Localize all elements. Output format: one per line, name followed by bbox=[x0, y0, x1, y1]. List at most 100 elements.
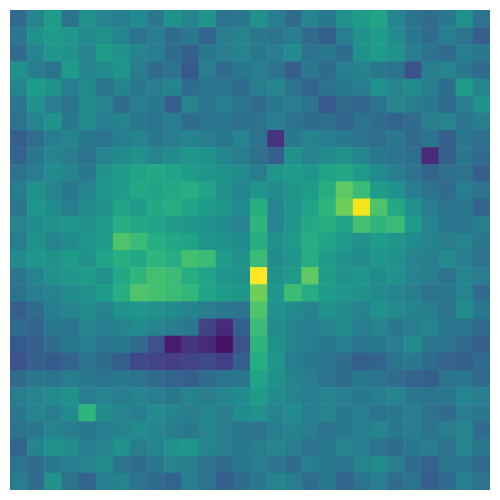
heatmap-cell bbox=[387, 199, 405, 217]
heatmap-cell bbox=[473, 439, 490, 457]
heatmap-cell bbox=[404, 439, 422, 457]
heatmap-cell bbox=[164, 421, 182, 439]
heatmap-cell bbox=[199, 370, 217, 388]
heatmap-cell bbox=[387, 387, 405, 405]
heatmap-cell bbox=[10, 216, 28, 234]
heatmap-cell bbox=[370, 473, 388, 490]
heatmap-cell bbox=[404, 61, 422, 79]
heatmap-cell bbox=[387, 10, 405, 28]
heatmap-cell bbox=[199, 27, 217, 45]
heatmap-cell bbox=[10, 164, 28, 182]
heatmap-cell bbox=[79, 319, 97, 337]
heatmap-cell bbox=[113, 267, 131, 285]
heatmap-cell bbox=[284, 79, 302, 97]
heatmap-cell bbox=[267, 113, 285, 131]
heatmap-cell bbox=[267, 301, 285, 319]
heatmap-cell bbox=[267, 473, 285, 490]
heatmap-cell bbox=[164, 456, 182, 474]
heatmap-cell bbox=[250, 284, 268, 302]
heatmap-cell bbox=[216, 113, 234, 131]
heatmap-cell bbox=[404, 421, 422, 439]
heatmap-cell bbox=[284, 404, 302, 422]
heatmap-cell bbox=[421, 113, 439, 131]
heatmap-cell bbox=[319, 284, 337, 302]
heatmap-cell bbox=[456, 147, 474, 165]
heatmap-cell bbox=[79, 79, 97, 97]
heatmap-cell bbox=[96, 164, 114, 182]
plot-area bbox=[10, 10, 491, 491]
heatmap-cell bbox=[439, 439, 457, 457]
heatmap-cell bbox=[387, 404, 405, 422]
heatmap-cell bbox=[164, 79, 182, 97]
heatmap-cell bbox=[27, 387, 45, 405]
heatmap-cell bbox=[216, 456, 234, 474]
heatmap-cell bbox=[353, 147, 371, 165]
heatmap-cell bbox=[113, 319, 131, 337]
heatmap-cell bbox=[301, 439, 319, 457]
heatmap-cell bbox=[199, 61, 217, 79]
heatmap-cell bbox=[387, 164, 405, 182]
heatmap-cell bbox=[164, 113, 182, 131]
heatmap-cell bbox=[370, 370, 388, 388]
heatmap-cell bbox=[44, 456, 62, 474]
heatmap-cell bbox=[216, 216, 234, 234]
heatmap-cell bbox=[113, 301, 131, 319]
heatmap-cell bbox=[439, 421, 457, 439]
heatmap-cell bbox=[267, 439, 285, 457]
heatmap-cell bbox=[284, 267, 302, 285]
heatmap-cell bbox=[421, 267, 439, 285]
heatmap-cell bbox=[301, 370, 319, 388]
heatmap-cell bbox=[284, 164, 302, 182]
heatmap-cell bbox=[353, 61, 371, 79]
heatmap-cell bbox=[130, 130, 148, 148]
heatmap-cell bbox=[96, 130, 114, 148]
heatmap-cell bbox=[113, 10, 131, 28]
heatmap-cell bbox=[250, 233, 268, 251]
heatmap-cell bbox=[387, 319, 405, 337]
heatmap-cell bbox=[61, 113, 79, 131]
heatmap-cell bbox=[387, 421, 405, 439]
heatmap-cell bbox=[301, 421, 319, 439]
heatmap-cell bbox=[439, 216, 457, 234]
heatmap-cell bbox=[301, 473, 319, 490]
heatmap-cell bbox=[284, 473, 302, 490]
heatmap-cell bbox=[421, 284, 439, 302]
heatmap-cell bbox=[473, 353, 490, 371]
heatmap-cell bbox=[216, 181, 234, 199]
heatmap-cell bbox=[130, 250, 148, 268]
heatmap-cell bbox=[387, 353, 405, 371]
heatmap-cell bbox=[10, 61, 28, 79]
heatmap-cell bbox=[233, 473, 251, 490]
heatmap-cell bbox=[44, 216, 62, 234]
heatmap-cell bbox=[456, 216, 474, 234]
heatmap-cell bbox=[284, 147, 302, 165]
heatmap-cell bbox=[336, 284, 354, 302]
heatmap-cell bbox=[319, 96, 337, 114]
heatmap-cell bbox=[473, 44, 490, 62]
heatmap-cell bbox=[113, 473, 131, 490]
heatmap-cell bbox=[10, 456, 28, 474]
heatmap-cell bbox=[353, 319, 371, 337]
heatmap-cell bbox=[147, 387, 165, 405]
heatmap-cell bbox=[353, 473, 371, 490]
heatmap-cell bbox=[27, 130, 45, 148]
heatmap-cell bbox=[439, 164, 457, 182]
heatmap-cell bbox=[233, 353, 251, 371]
heatmap-cell bbox=[199, 130, 217, 148]
heatmap-cell bbox=[130, 10, 148, 28]
heatmap-cell bbox=[473, 233, 490, 251]
heatmap-cell bbox=[130, 233, 148, 251]
heatmap-cell bbox=[421, 79, 439, 97]
heatmap-cell bbox=[301, 96, 319, 114]
heatmap-cell bbox=[130, 267, 148, 285]
heatmap-cell bbox=[181, 10, 199, 28]
heatmap-cell bbox=[421, 27, 439, 45]
heatmap-cell bbox=[421, 421, 439, 439]
heatmap-cell bbox=[96, 387, 114, 405]
heatmap-cell bbox=[10, 181, 28, 199]
heatmap-cell bbox=[199, 233, 217, 251]
heatmap-cell bbox=[164, 404, 182, 422]
heatmap-cell bbox=[370, 456, 388, 474]
heatmap-cell bbox=[267, 181, 285, 199]
heatmap-cell bbox=[216, 336, 234, 354]
